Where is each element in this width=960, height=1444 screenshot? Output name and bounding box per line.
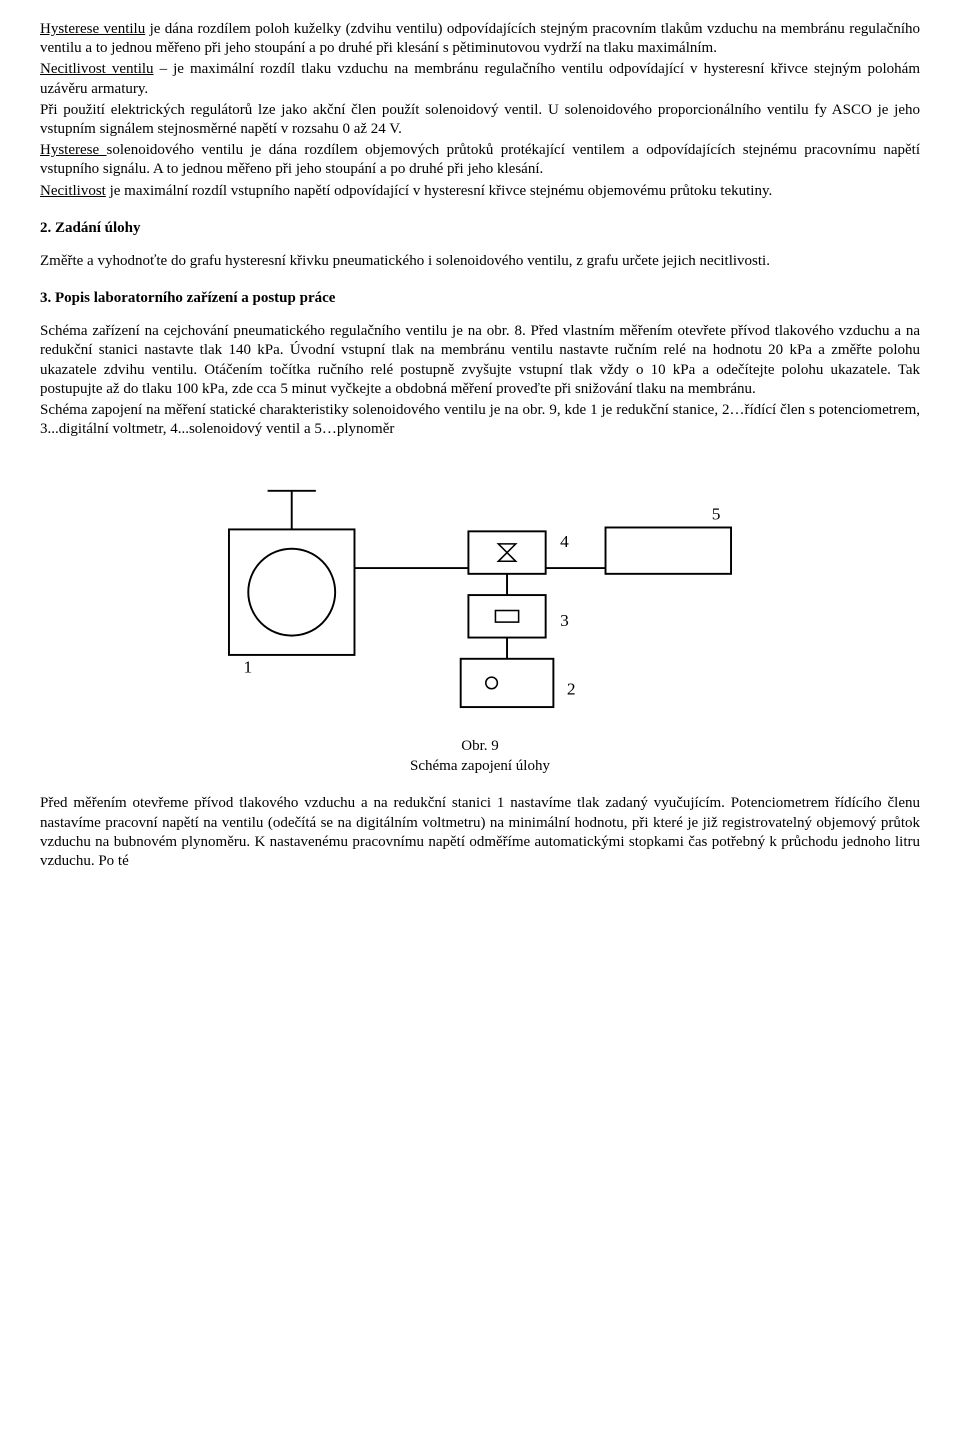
para-necitlivost-solenoid: Necitlivost je maximální rozdíl vstupníh… [40, 182, 920, 201]
label-4: 4 [560, 532, 569, 551]
lead-hysterese-ventilu: Hysterese ventilu [40, 21, 145, 37]
section-2-text: Změřte a vyhodnoťte do grafu hysteresní … [40, 252, 920, 271]
para-necitlivost-ventilu: Necitlivost ventilu – je maximální rozdí… [40, 60, 920, 98]
caption-line-1: Obr. 9 [461, 738, 499, 754]
final-paragraph: Před měřením otevřeme přívod tlakového v… [40, 794, 920, 871]
section-3-p2: Schéma zapojení na měření statické chara… [40, 401, 920, 439]
label-2: 2 [567, 680, 576, 699]
lead-hysterese-solenoid: Hysterese [40, 142, 107, 158]
text-necitlivost-ventilu: – je maximální rozdíl tlaku vzduchu na m… [40, 61, 920, 96]
para-hysterese-solenoid: Hysterese solenoidového ventilu je dána … [40, 141, 920, 179]
box-5 [606, 528, 732, 574]
intro-block: Hysterese ventilu je dána rozdílem poloh… [40, 20, 920, 201]
figure-caption: Obr. 9 Schéma zapojení úlohy [40, 737, 920, 776]
text-hysterese-ventilu: je dána rozdílem poloh kuželky (zdvihu v… [40, 21, 920, 56]
lead-necitlivost-solenoid: Necitlivost [40, 183, 106, 199]
para-hysterese-ventilu: Hysterese ventilu je dána rozdílem poloh… [40, 20, 920, 58]
label-3: 3 [560, 611, 569, 630]
lead-necitlivost-ventilu: Necitlivost ventilu [40, 61, 154, 77]
section-2-title: 2. Zadání úlohy [40, 219, 920, 238]
box-2 [461, 659, 554, 707]
text-necitlivost-solenoid: je maximální rozdíl vstupního napětí odp… [106, 183, 772, 199]
para-solenoid: Při použití elektrických regulátorů lze … [40, 101, 920, 139]
label-5: 5 [712, 505, 721, 524]
schematic-figure: 1 2 3 4 5 [200, 467, 760, 727]
section-3-title: 3. Popis laboratorního zařízení a postup… [40, 289, 920, 308]
box-3 [468, 595, 545, 637]
label-1: 1 [243, 658, 252, 677]
caption-line-2: Schéma zapojení úlohy [410, 758, 550, 774]
text-hysterese-solenoid: solenoidového ventilu je dána rozdílem o… [40, 142, 920, 177]
section-3-p1: Schéma zařízení na cejchování pneumatick… [40, 322, 920, 399]
